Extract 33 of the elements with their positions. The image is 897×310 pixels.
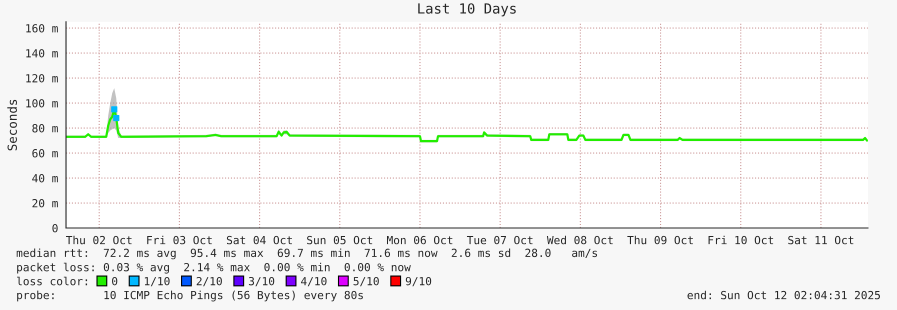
x-tick-label: Mon 06 Oct bbox=[387, 236, 452, 244]
y-tick-label: 120 m bbox=[26, 74, 58, 82]
y-tick-label: 140 m bbox=[26, 49, 58, 58]
text: packet loss: 0.03 % avg 2.14 % max 0.00 % min 0.00 % now bbox=[17, 262, 411, 274]
legend-label: 1/10 bbox=[144, 276, 170, 286]
text: median rtt: 72.2 ms avg 95.4 ms max 69.7 ms min 71.6 ms now 2.6 ms sd 28.0 am/s bbox=[16, 248, 598, 260]
y-tick-label: 40 m bbox=[32, 174, 58, 182]
x-tick-label: Sat 04 Oct bbox=[226, 236, 292, 244]
chart-title: Last 10 Days bbox=[418, 3, 516, 16]
x-tick-label: Thu 09 Oct bbox=[627, 236, 693, 244]
legend-label: 9/10 bbox=[406, 276, 432, 286]
x-tick-label: Wed 08 Oct bbox=[546, 236, 613, 244]
y-tick-label: 100 m bbox=[26, 99, 58, 108]
legend-title: loss color: bbox=[17, 276, 88, 286]
x-tick-label: Sun 05 Oct bbox=[307, 236, 372, 244]
y-tick-label: 160 m bbox=[26, 24, 58, 33]
x-tick-label: Sat 11 Oct bbox=[788, 236, 854, 244]
y-tick-label: 80 m bbox=[32, 124, 58, 132]
x-tick-label: Fri 03 Oct bbox=[147, 236, 212, 244]
legend-label: 4/10 bbox=[301, 276, 327, 286]
legend-label: 0 bbox=[112, 276, 118, 286]
x-tick-label: Fri 10 Oct bbox=[708, 236, 774, 244]
legend-label: 5/10 bbox=[354, 276, 379, 286]
text: end: Sun Oct 12 02:04:31 2025 bbox=[688, 290, 880, 300]
x-tick-label: Tue 07 Oct bbox=[466, 236, 533, 244]
legend-label: 2/10 bbox=[196, 276, 222, 286]
y-axis-title: Seconds bbox=[7, 100, 17, 150]
text: probe: 10 ICMP Echo Pings (56 Bytes) every 80s bbox=[17, 290, 363, 302]
y-tick-label: 20 m bbox=[32, 199, 58, 208]
x-tick-label: Thu 02 Oct bbox=[66, 236, 132, 244]
legend-label: 3/10 bbox=[248, 276, 274, 286]
y-tick-label: 0 bbox=[52, 224, 58, 232]
y-tick-label: 60 m bbox=[32, 149, 58, 158]
